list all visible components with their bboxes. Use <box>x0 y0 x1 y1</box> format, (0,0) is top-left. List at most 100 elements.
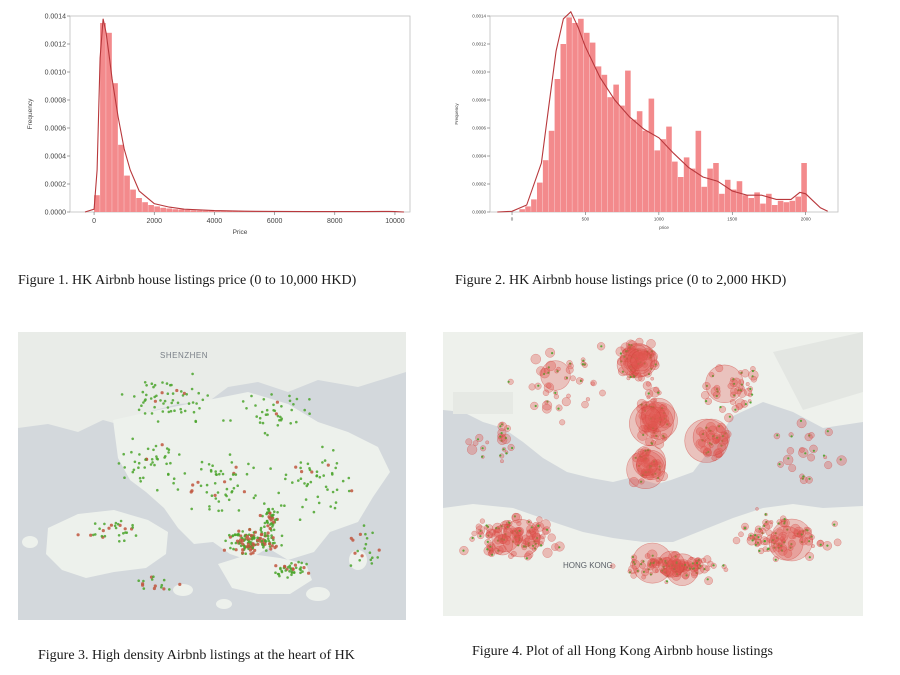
listing-dot <box>312 510 316 514</box>
listing-dot <box>266 508 270 511</box>
listing-dot <box>145 384 148 387</box>
listing-dot <box>94 533 97 536</box>
listing-dot <box>479 529 482 532</box>
listing-dot <box>219 469 223 473</box>
y-tick-label: 0.0002 <box>472 182 486 187</box>
listing-dot <box>322 474 326 477</box>
listing-dot <box>249 533 253 538</box>
listing-dot <box>675 561 678 565</box>
listing-dot <box>304 498 308 501</box>
listing-dot <box>248 540 251 543</box>
listing-dot <box>245 534 249 539</box>
histogram-bar <box>214 211 221 212</box>
listing-dot <box>271 525 274 528</box>
listing-dot <box>258 416 262 420</box>
listing-dot <box>536 537 539 540</box>
listing-dot <box>222 548 226 552</box>
listing-dot <box>209 468 213 472</box>
listing-dot <box>808 434 811 437</box>
listing-dot <box>270 534 273 537</box>
histogram-bar <box>689 168 696 212</box>
listing-dot <box>167 451 170 454</box>
listing-circle <box>836 455 847 466</box>
listing-dot <box>808 540 811 543</box>
listing-dot <box>643 352 646 355</box>
listing-dot <box>217 509 220 513</box>
listing-dot <box>153 383 157 387</box>
listing-dot <box>262 398 266 401</box>
listing-dot <box>213 482 217 485</box>
listing-dot <box>198 407 201 410</box>
listing-dot <box>268 542 272 546</box>
listing-dot <box>227 498 231 502</box>
y-tick-label: 0.0002 <box>45 181 67 188</box>
listing-circle <box>479 518 486 524</box>
listing-dot <box>371 531 374 535</box>
y-tick-label: 0.0008 <box>45 97 67 104</box>
listing-dot <box>201 398 205 402</box>
listing-dot <box>165 382 169 385</box>
listing-dot <box>263 534 267 537</box>
listing-dot <box>650 442 654 445</box>
listing-dot <box>113 524 117 528</box>
listing-dot <box>277 491 281 495</box>
listing-dot <box>261 421 265 425</box>
listing-dot <box>163 399 167 403</box>
listing-circle <box>754 525 762 533</box>
listing-dot <box>326 488 329 491</box>
listing-dot <box>351 538 355 542</box>
listing-dot <box>178 582 182 586</box>
y-tick-label: 0.0012 <box>45 41 67 48</box>
listing-dot <box>754 534 757 537</box>
listing-dot <box>790 543 793 546</box>
listing-dot <box>224 539 227 543</box>
listing-dot <box>290 562 293 565</box>
listing-dot <box>123 466 126 469</box>
listing-dot <box>133 460 137 464</box>
listing-dot <box>341 479 345 483</box>
listing-dot <box>543 372 546 376</box>
listing-dot <box>298 518 302 521</box>
hong-kong-label: HONG KONG <box>563 561 613 570</box>
listing-dot <box>804 452 807 455</box>
listing-dot <box>332 449 335 452</box>
histogram-bar <box>220 211 227 212</box>
listing-dot <box>321 445 324 449</box>
listing-dot <box>150 458 154 461</box>
listing-circle <box>741 369 750 378</box>
listing-circle <box>521 539 527 544</box>
listing-circle <box>730 387 738 395</box>
listing-dot <box>300 561 304 565</box>
listing-circle <box>475 523 482 530</box>
listing-dot <box>114 521 118 525</box>
listing-dot <box>302 566 306 570</box>
listing-dot <box>715 394 718 398</box>
listing-dot <box>756 541 760 544</box>
x-tick-label: 6000 <box>267 218 283 225</box>
listing-circle <box>540 533 546 540</box>
listing-dot <box>273 546 277 550</box>
listing-dot <box>547 371 550 374</box>
histogram-bar <box>100 23 106 212</box>
listing-dot <box>142 401 145 404</box>
listing-dot <box>162 402 165 405</box>
listing-dot <box>160 586 163 589</box>
listing-dot <box>481 455 484 458</box>
listing-dot <box>664 559 667 562</box>
listing-dot <box>153 584 157 588</box>
listing-dot <box>225 494 228 498</box>
listing-dot <box>272 403 275 407</box>
listing-dot <box>266 534 270 538</box>
listing-dot <box>783 520 786 523</box>
listing-dot <box>276 511 279 514</box>
listing-dot <box>225 487 229 491</box>
listing-dot <box>176 401 180 405</box>
listing-dot <box>293 563 297 567</box>
y-tick-label: 0.0004 <box>45 153 67 160</box>
listing-dot <box>537 384 540 387</box>
listing-dot <box>249 542 252 546</box>
listing-circle <box>799 447 805 453</box>
listing-dot <box>780 549 784 552</box>
listing-circle-large <box>636 450 667 481</box>
listing-dot <box>632 354 635 357</box>
